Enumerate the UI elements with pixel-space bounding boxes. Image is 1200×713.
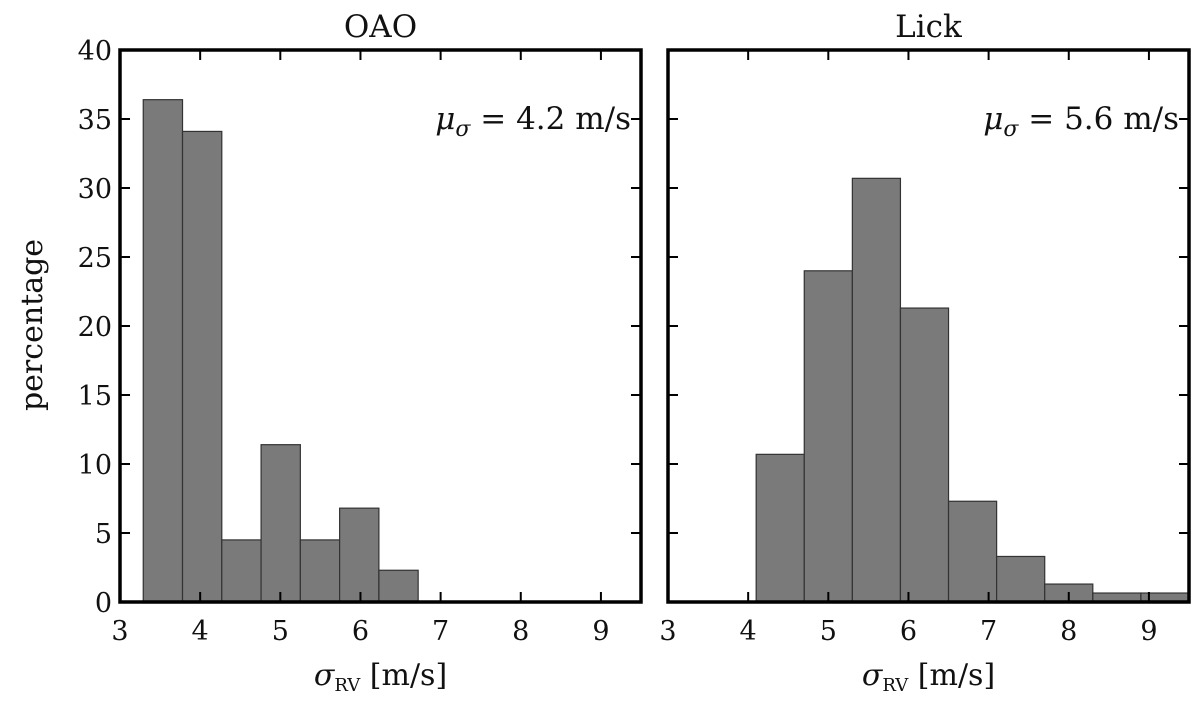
- histogram-bar: [755, 453, 805, 603]
- y-tick-label: 20: [78, 312, 112, 343]
- y-tick-label: 15: [78, 381, 112, 412]
- histogram-bar: [260, 444, 301, 603]
- x-tick-label: 5: [272, 616, 289, 647]
- panel-title-oao: OAO: [344, 9, 417, 45]
- x-tick-label: 9: [1140, 616, 1157, 647]
- y-tick-label: 0: [95, 588, 112, 619]
- histogram-bar: [947, 500, 998, 603]
- histogram-bar: [339, 507, 380, 603]
- x-tick-label: 8: [512, 616, 529, 647]
- x-tick-label: 3: [111, 616, 128, 647]
- histogram-bar: [181, 130, 223, 603]
- x-axis-label: σRV [m/s]: [862, 658, 995, 696]
- histogram-bar: [299, 539, 341, 603]
- y-tick-label: 10: [78, 450, 112, 481]
- mean-annotation: μσ = 4.2 m/s: [435, 101, 631, 142]
- histogram-bar: [851, 177, 902, 603]
- histogram-bar: [221, 539, 262, 603]
- y-tick-label: 25: [78, 243, 112, 274]
- mean-annotation: μσ = 5.6 m/s: [983, 101, 1179, 142]
- x-tick-label: 3: [659, 616, 676, 647]
- y-axis-label: percentage: [15, 239, 50, 411]
- y-tick-label: 5: [95, 519, 112, 550]
- histogram-bar: [378, 569, 419, 603]
- x-tick-label: 7: [980, 616, 997, 647]
- x-tick-label: 5: [820, 616, 837, 647]
- x-tick-label: 7: [432, 616, 449, 647]
- panel-lick: 3 4 5 6 7 8 9 Lick μσ = 5.6 m/s σRV [m/s]: [659, 9, 1191, 696]
- x-axis-label: σRV [m/s]: [314, 658, 447, 696]
- panel-oao: 3 4 5 6 7 8 9 0 5 10 15 20 25 30 35 40 OAO μσ = 4.2 m/s σR…: [78, 9, 643, 696]
- x-tick-label: 4: [740, 616, 757, 647]
- x-tick-label: 8: [1060, 616, 1077, 647]
- y-tick-label: 35: [78, 105, 112, 136]
- histogram-bar: [803, 270, 853, 603]
- x-tick-label: 6: [900, 616, 917, 647]
- panel-title-lick: Lick: [895, 9, 962, 45]
- y-tick-label: 40: [78, 36, 112, 67]
- histogram-bar: [142, 99, 184, 603]
- x-tick-label: 4: [192, 616, 209, 647]
- x-tick-label: 9: [592, 616, 609, 647]
- x-tick-label: 6: [352, 616, 369, 647]
- histogram-bar: [899, 307, 950, 603]
- y-tick-label: 30: [78, 174, 112, 205]
- histogram-bar: [996, 555, 1046, 603]
